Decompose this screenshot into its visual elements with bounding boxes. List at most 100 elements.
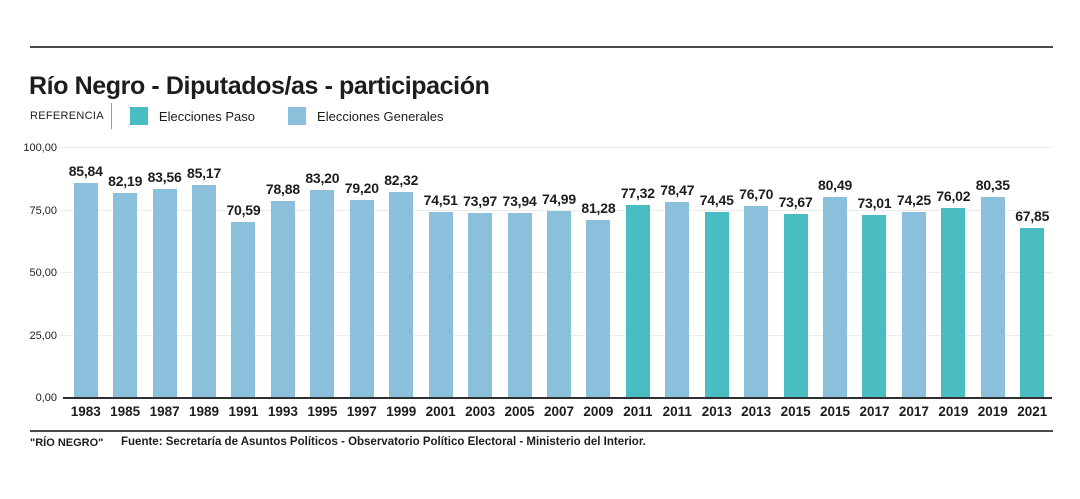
bar-value-label: 77,32	[620, 184, 655, 201]
x-tick-label: 2013	[701, 404, 732, 419]
bar-value-label: 73,94	[502, 193, 537, 210]
bar-slot: 82,32	[382, 148, 421, 398]
bar-value-label: 78,88	[265, 180, 300, 197]
y-tick-label: 50,00	[29, 267, 57, 279]
bar-slot: 73,01	[855, 148, 894, 398]
bar-value-label: 83,56	[147, 169, 182, 186]
gridline	[60, 209, 1052, 211]
x-tick-label: 1983	[70, 404, 101, 419]
x-tick-label: 1995	[307, 404, 338, 419]
x-tick-label: 2015	[820, 404, 851, 419]
bar-2009-general	[586, 219, 611, 398]
bar-slot: 73,67	[776, 148, 815, 398]
x-tick-label: 1991	[228, 404, 259, 419]
bar-2017-paso	[862, 215, 887, 398]
x-tick-label: 2019	[977, 404, 1008, 419]
bar-value-label: 74,51	[423, 191, 458, 208]
x-tick-label: 2003	[465, 404, 496, 419]
bar-2013-paso	[704, 211, 729, 398]
bar-value-label: 74,25	[896, 192, 931, 209]
x-tick-label: 1997	[346, 404, 377, 419]
bar-value-label: 82,32	[384, 172, 419, 189]
bar-1983-general	[73, 183, 98, 398]
x-tick-label: 1987	[149, 404, 180, 419]
bar-value-label: 74,45	[699, 191, 734, 208]
plot-area: 85,84 82,19 83,56 85,17 70,59 78,88 83,20 79,20…	[60, 147, 1052, 399]
y-tick-label: 100,00	[23, 142, 57, 154]
bar-value-label: 76,70	[739, 186, 774, 203]
x-tick-label: 1999	[386, 404, 417, 419]
y-axis: 100,00 75,00 50,00 25,00 0,00	[0, 142, 57, 404]
bar-2019-paso	[941, 207, 966, 398]
bar-slot: 83,20	[303, 148, 342, 398]
x-tick-label: 2009	[583, 404, 614, 419]
page-title: Río Negro - Diputados/as - participación	[29, 71, 490, 100]
bar-slot: 73,97	[460, 148, 499, 398]
x-tick-label: 2021	[1017, 404, 1048, 419]
gridline	[60, 147, 1052, 148]
bar-value-label: 67,85	[1015, 208, 1050, 225]
bar-slot: 70,59	[224, 148, 263, 398]
x-tick-label: 1989	[189, 404, 220, 419]
bar-2001-general	[428, 211, 453, 398]
bar-1985-general	[113, 192, 138, 398]
bar-value-label: 82,19	[108, 172, 143, 189]
x-tick-label: 1993	[267, 404, 298, 419]
footer-brand: "RÍO NEGRO"	[30, 437, 104, 449]
bar-slot: 80,49	[815, 148, 854, 398]
x-tick-label: 1985	[110, 404, 141, 419]
x-tick-label: 2017	[898, 404, 929, 419]
bar-1989-general	[192, 185, 217, 398]
x-tick-label: 2007	[543, 404, 574, 419]
bar-2013-general	[744, 206, 769, 398]
bar-value-label: 85,84	[68, 163, 103, 180]
bar-2019-general	[980, 197, 1005, 398]
bar-value-label: 79,20	[344, 180, 379, 196]
y-tick-label: 0,00	[35, 392, 57, 404]
bar-2005-general	[507, 213, 532, 398]
bar-value-label: 83,20	[305, 170, 340, 186]
bar-slot: 74,99	[539, 148, 578, 398]
legend-divider	[110, 103, 112, 129]
bar-slot: 67,85	[1013, 148, 1052, 398]
bar-value-label: 73,97	[463, 193, 498, 210]
bar-1987-general	[152, 189, 177, 398]
bar-slot: 74,45	[697, 148, 736, 398]
bar-slot: 76,02	[934, 148, 973, 398]
bar-slot: 78,88	[263, 148, 302, 398]
bar-value-label: 78,47	[660, 181, 695, 198]
bar-value-label: 76,02	[936, 187, 971, 204]
bottom-divider-rule	[30, 430, 1053, 432]
bar-2017-general	[901, 212, 926, 398]
bar-slot: 77,32	[618, 148, 657, 398]
bar-slot: 85,84	[66, 148, 105, 398]
x-axis-baseline	[63, 397, 1052, 399]
bar-slot: 85,17	[184, 148, 223, 398]
bar-slot: 74,51	[421, 148, 460, 398]
bar-2015-general	[823, 196, 848, 398]
x-tick-label: 2011	[623, 404, 653, 419]
legend: REFERENCIA Elecciones Paso Elecciones Ge…	[30, 103, 477, 129]
x-tick-label: 2001	[425, 404, 456, 419]
bar-1995-general	[310, 190, 335, 398]
bar-2011-general	[665, 201, 690, 398]
bar-slot: 81,28	[579, 148, 618, 398]
generales-swatch-icon	[288, 107, 307, 125]
bar-slot: 83,56	[145, 148, 184, 398]
legend-item-label: Elecciones Generales	[317, 108, 444, 124]
bar-2021-paso	[1020, 228, 1045, 398]
bars-container: 85,84 82,19 83,56 85,17 70,59 78,88 83,20 79,20…	[66, 148, 1052, 398]
legend-item-generales: Elecciones Generales	[288, 107, 444, 125]
legend-title: REFERENCIA	[30, 110, 104, 122]
bar-1999-general	[389, 192, 414, 398]
bar-value-label: 73,01	[857, 195, 892, 212]
bar-slot: 80,35	[973, 148, 1012, 398]
footer-source: Fuente: Secretaría de Asuntos Políticos …	[121, 436, 646, 448]
x-tick-label: 2019	[938, 404, 969, 419]
bar-value-label: 85,17	[187, 165, 222, 182]
top-divider-rule	[30, 46, 1053, 48]
bar-2003-general	[468, 213, 493, 398]
bar-1993-general	[270, 200, 295, 398]
y-tick-label: 25,00	[29, 329, 57, 342]
bar-value-label: 81,28	[581, 199, 616, 216]
